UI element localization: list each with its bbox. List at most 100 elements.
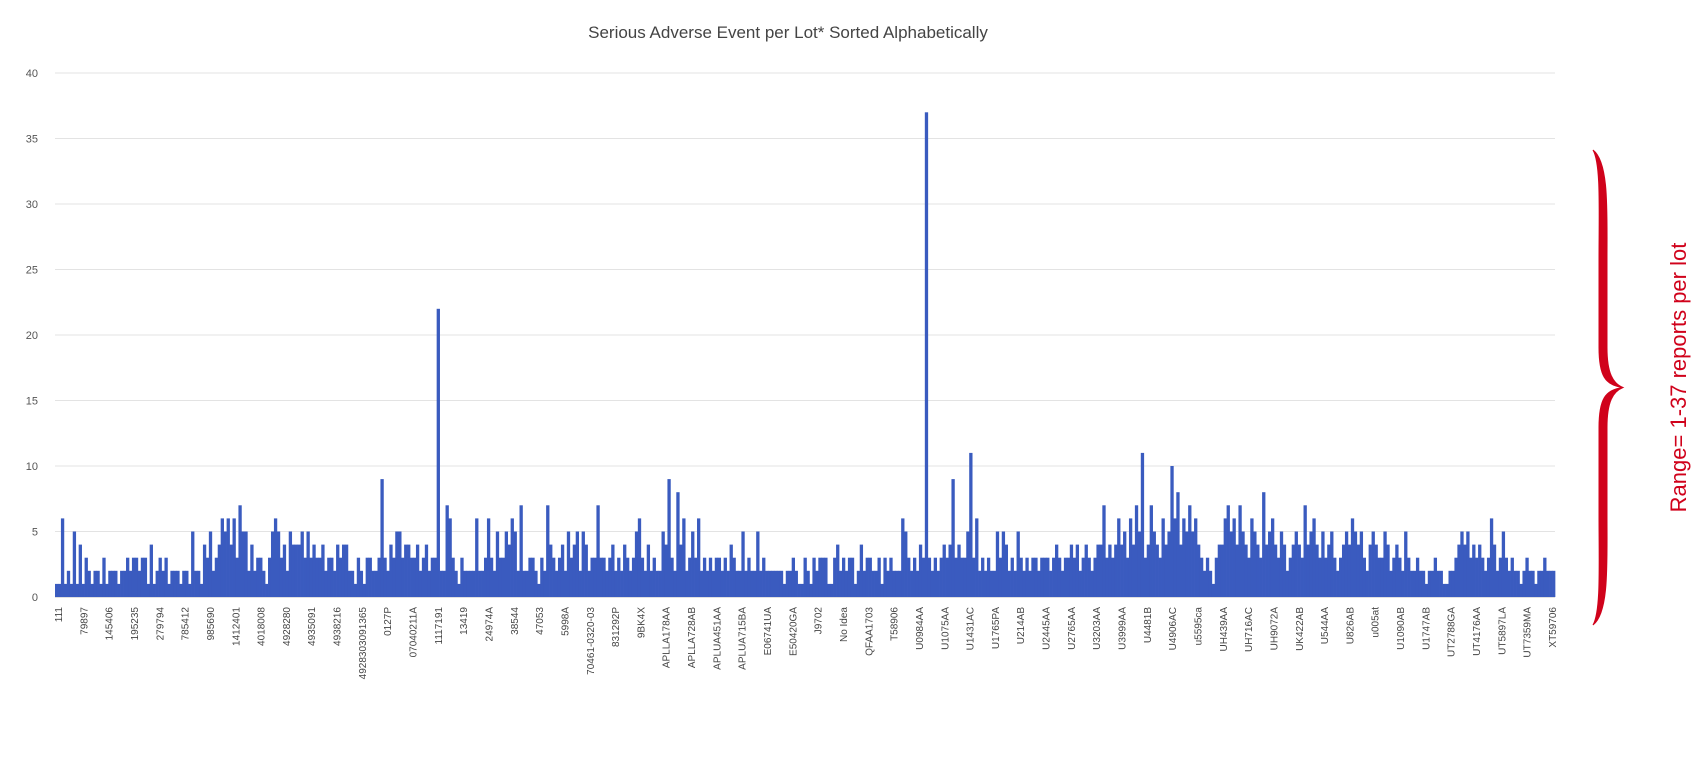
bar [637,518,642,597]
bar [1084,544,1088,597]
x-tick-label: APLLA728AB [687,607,698,668]
bar [433,557,438,597]
bar [989,570,994,597]
bar [910,570,914,597]
bar [575,531,580,597]
bar [202,544,207,597]
bar [436,308,440,597]
bar [617,557,621,597]
x-tick-label: 279794 [155,607,166,641]
bar [380,479,384,597]
bar [1060,570,1065,597]
bar [72,531,77,597]
x-tick-label: UT5897LA [1497,607,1508,655]
bar [265,583,269,597]
bar [1253,531,1257,597]
x-tick-label: U826AB [1345,607,1356,645]
bar [344,544,349,597]
bar [78,544,82,597]
bar [1185,531,1189,597]
bar [1540,570,1544,597]
bar [1300,557,1304,597]
bar [667,479,671,597]
bar [1359,531,1364,597]
bar [581,531,585,597]
bar [634,531,639,597]
bar [1478,544,1482,597]
bar [735,570,739,597]
bar [232,518,236,597]
bar [723,557,727,597]
y-tick-label: 30 [26,199,38,211]
bar [646,544,651,597]
bar [782,583,787,597]
bar [708,557,713,597]
y-tick-label: 20 [26,330,38,342]
bar [1202,570,1207,597]
bar [501,557,506,597]
bar [460,557,464,597]
bar [978,570,982,597]
bar [1273,544,1278,597]
bar [969,452,973,597]
bar [1001,531,1006,597]
bar [1383,531,1387,597]
bar [1460,531,1464,597]
bar [84,557,88,597]
bar [954,557,958,597]
bar [981,557,985,597]
bar [566,531,571,597]
bar [1483,570,1488,597]
bar [421,557,426,597]
bar [1433,557,1438,597]
bar [584,544,588,597]
bar [682,518,686,597]
bar [525,570,529,597]
x-tick-label: QFAA1703 [864,607,875,656]
x-tick-label: U1765PA [991,607,1002,649]
bar [217,544,222,597]
bar [188,583,192,597]
bar [463,570,467,597]
bar [407,544,411,597]
bar [1179,544,1183,597]
bar [1552,570,1556,597]
bar [921,557,926,597]
bar [149,544,153,597]
bar [1078,570,1082,597]
bar [747,557,751,597]
bar [102,557,106,597]
bar [1492,544,1497,597]
bar [1421,570,1426,597]
bar [1501,531,1506,597]
x-tick-label: UT4176AA [1472,607,1483,656]
bar [729,544,733,597]
bar [694,557,698,597]
bar [1214,557,1219,597]
bar [1341,544,1346,597]
bar [664,544,668,597]
bar [853,583,858,597]
bar [552,557,556,597]
bar [963,557,967,597]
bar [1247,557,1251,597]
bar [1463,544,1467,597]
bar [1377,557,1381,597]
bar [179,583,183,597]
bar [924,112,929,598]
red-brace-icon [1592,149,1625,626]
bar [862,570,866,597]
bar [930,570,935,597]
bar [1418,570,1423,597]
bar [611,544,615,597]
bar [418,570,423,597]
bar [898,570,902,597]
bar [998,557,1003,597]
bar [785,570,790,597]
bar [475,518,479,597]
bar [1339,557,1343,597]
bar [901,518,905,597]
bar [1498,557,1503,597]
bar [410,557,414,597]
